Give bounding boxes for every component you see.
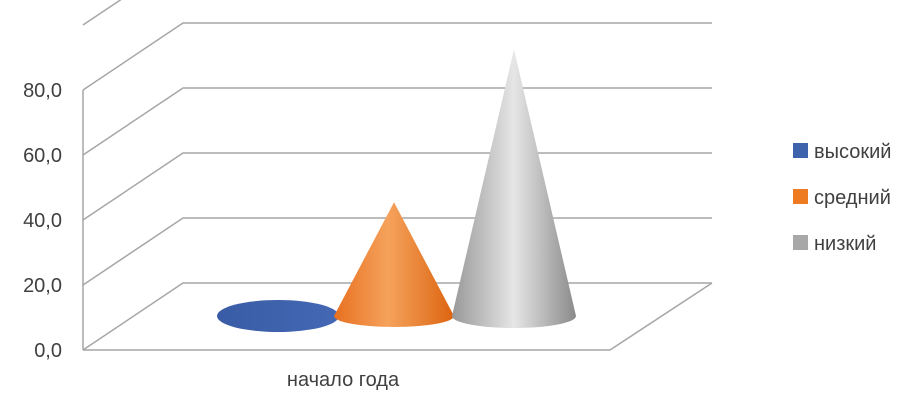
legend: высокий средний низкий [793,141,891,255]
gridline [82,22,712,91]
cone-3 [452,49,576,328]
legend-item: средний [793,187,891,209]
y-tick-label: 40,0 [23,210,62,232]
y-axis: 0,0 20,0 40,0 60,0 80,0 [23,80,84,362]
x-category-label: начало года [287,369,400,391]
legend-label: высокий [814,141,891,163]
legend-swatch [793,143,808,158]
cone-1 [217,300,339,332]
legend-item: низкий [793,233,876,255]
y-tick-label: 60,0 [23,145,62,167]
legend-swatch [793,189,808,204]
legend-label: низкий [814,233,876,255]
gridlines [82,0,713,351]
legend-swatch [793,235,808,250]
y-tick-label: 80,0 [23,80,62,102]
gridline [82,0,122,26]
plot-marks [217,49,576,332]
cone-2 [334,202,454,327]
legend-label: средний [814,187,891,209]
y-tick-label: 0,0 [34,340,62,362]
y-tick-label: 20,0 [23,275,62,297]
gridline [82,87,712,156]
legend-item: высокий [793,141,891,163]
floor-edge [83,282,713,351]
